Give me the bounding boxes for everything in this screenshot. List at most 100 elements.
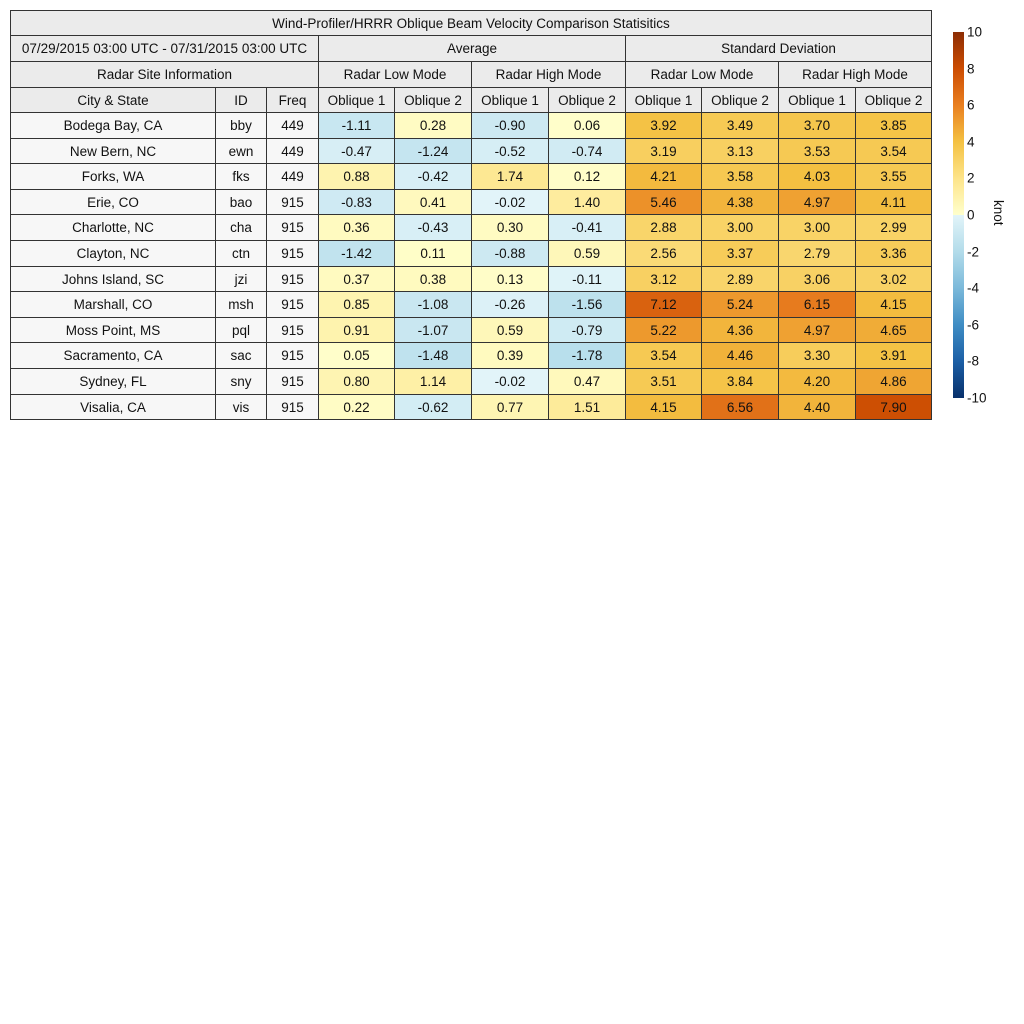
id-cell: msh (216, 292, 267, 318)
heatmap-cell: 3.70 (779, 113, 856, 139)
heatmap-cell: -0.88 (472, 241, 549, 267)
city-cell: Forks, WA (11, 164, 216, 190)
heatmap-cell: 3.85 (856, 113, 932, 139)
heatmap-cell: 4.97 (779, 190, 856, 215)
heatmap-cell: 0.38 (395, 267, 472, 292)
id-cell: fks (216, 164, 267, 190)
heatmap-cell: 4.03 (779, 164, 856, 190)
column-header: City & State (11, 88, 216, 113)
heatmap-cell: -0.79 (549, 318, 626, 343)
heatmap-cell: 0.41 (395, 190, 472, 215)
heatmap-cell: 4.65 (856, 318, 932, 343)
heatmap-cell: 7.12 (626, 292, 702, 318)
city-cell: Johns Island, SC (11, 267, 216, 292)
heatmap-cell: 3.58 (702, 164, 779, 190)
heatmap-cell: 3.91 (856, 343, 932, 369)
group-header-std-dev: Standard Deviation (626, 36, 932, 62)
heatmap-cell: 3.54 (856, 139, 932, 164)
id-cell: ctn (216, 241, 267, 267)
heatmap-cell: 0.37 (319, 267, 395, 292)
column-header: Oblique 2 (395, 88, 472, 113)
heatmap-cell: 4.21 (626, 164, 702, 190)
heatmap-cell: 4.15 (856, 292, 932, 318)
city-cell: Erie, CO (11, 190, 216, 215)
heatmap-cell: 0.12 (549, 164, 626, 190)
heatmap-cell: -0.83 (319, 190, 395, 215)
heatmap-cell: 0.28 (395, 113, 472, 139)
heatmap-cell: 4.86 (856, 369, 932, 395)
city-cell: Sacramento, CA (11, 343, 216, 369)
id-cell: ewn (216, 139, 267, 164)
heatmap-cell: 3.30 (779, 343, 856, 369)
heatmap-cell: 1.51 (549, 395, 626, 420)
colorbar-tick-label: 8 (967, 61, 975, 77)
colorbar-tick-label: -4 (967, 280, 980, 296)
column-header: Oblique 2 (549, 88, 626, 113)
heatmap-cell: 5.24 (702, 292, 779, 318)
colorbar (953, 32, 964, 398)
heatmap-cell: -1.42 (319, 241, 395, 267)
heatmap-cell: -0.02 (472, 190, 549, 215)
column-header: Oblique 2 (856, 88, 932, 113)
heatmap-cell: 0.05 (319, 343, 395, 369)
heatmap-cell: -1.08 (395, 292, 472, 318)
column-header: Oblique 1 (319, 88, 395, 113)
colorbar-label: knot (991, 200, 1006, 226)
heatmap-cell: 3.53 (779, 139, 856, 164)
heatmap-cell: 0.91 (319, 318, 395, 343)
freq-cell: 915 (267, 292, 319, 318)
heatmap-cell: 4.15 (626, 395, 702, 420)
freq-cell: 915 (267, 241, 319, 267)
heatmap-cell: 3.06 (779, 267, 856, 292)
column-header: Oblique 1 (626, 88, 702, 113)
freq-cell: 915 (267, 318, 319, 343)
colorbar-tick-label: -10 (967, 390, 987, 406)
heatmap-cell: 0.30 (472, 215, 549, 241)
colorbar-tick-label: -6 (967, 317, 980, 333)
heatmap-cell: -0.11 (549, 267, 626, 292)
heatmap-cell: 1.40 (549, 190, 626, 215)
column-header: Oblique 2 (702, 88, 779, 113)
heatmap-cell: -0.74 (549, 139, 626, 164)
heatmap-cell: -1.56 (549, 292, 626, 318)
heatmap-cell: 0.11 (395, 241, 472, 267)
heatmap-cell: 6.56 (702, 395, 779, 420)
heatmap-cell: 3.37 (702, 241, 779, 267)
city-cell: Clayton, NC (11, 241, 216, 267)
heatmap-cell: 2.89 (702, 267, 779, 292)
heatmap-cell: 0.36 (319, 215, 395, 241)
freq-cell: 449 (267, 164, 319, 190)
mode-header: Radar High Mode (779, 62, 932, 88)
id-cell: bby (216, 113, 267, 139)
colorbar-tick-label: 4 (967, 134, 975, 150)
heatmap-cell: -0.47 (319, 139, 395, 164)
heatmap-cell: 0.80 (319, 369, 395, 395)
heatmap-cell: 4.40 (779, 395, 856, 420)
heatmap-cell: 4.20 (779, 369, 856, 395)
heatmap-cell: 4.46 (702, 343, 779, 369)
heatmap-cell: 6.15 (779, 292, 856, 318)
heatmap-cell: 3.84 (702, 369, 779, 395)
heatmap-cell: 4.97 (779, 318, 856, 343)
colorbar-tick-label: -8 (967, 353, 980, 369)
heatmap-cell: 2.79 (779, 241, 856, 267)
heatmap-cell: 2.56 (626, 241, 702, 267)
colorbar-tick-label: 6 (967, 97, 975, 113)
heatmap-cell: 0.39 (472, 343, 549, 369)
colorbar-tick-label: 0 (967, 207, 975, 223)
heatmap-cell: 3.55 (856, 164, 932, 190)
heatmap-cell: -0.52 (472, 139, 549, 164)
heatmap-cell: -1.48 (395, 343, 472, 369)
freq-cell: 915 (267, 190, 319, 215)
city-cell: Sydney, FL (11, 369, 216, 395)
heatmap-cell: -0.26 (472, 292, 549, 318)
site-info-header: Radar Site Information (11, 62, 319, 88)
heatmap-cell: 4.11 (856, 190, 932, 215)
freq-cell: 915 (267, 395, 319, 420)
statistics-table: Wind-Profiler/HRRR Oblique Beam Velocity… (10, 10, 932, 420)
heatmap-cell: -0.42 (395, 164, 472, 190)
heatmap-cell: 3.92 (626, 113, 702, 139)
heatmap-cell: 3.00 (779, 215, 856, 241)
freq-cell: 449 (267, 139, 319, 164)
id-cell: bao (216, 190, 267, 215)
